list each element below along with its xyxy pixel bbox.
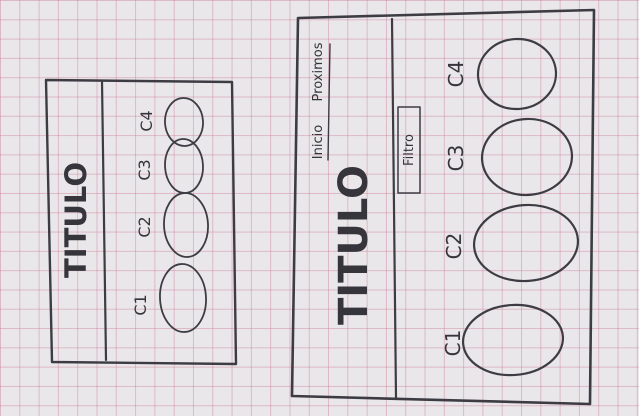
header-divider <box>390 17 398 400</box>
wireframe-sketch-small: TITULO C1 C2 C3 C4 <box>44 78 238 366</box>
wireframe-sketch-large: TITULO Inicio Proximos Filtro C1 C2 C3 C… <box>290 8 596 406</box>
card-c3: C3 <box>135 138 204 194</box>
card-label: C3 <box>444 145 468 172</box>
filter-label: Filtro <box>402 134 417 166</box>
card-c2: C2 <box>135 192 209 258</box>
card-c3: C3 <box>444 117 574 197</box>
frame-outline <box>44 78 238 366</box>
card-c4: C4 <box>444 37 558 111</box>
card-label: C1 <box>441 330 465 357</box>
filter-box[interactable]: Filtro <box>397 106 421 194</box>
card-label: C4 <box>137 110 156 131</box>
page-title: TITULO <box>331 165 377 325</box>
card-label: C2 <box>442 233 466 260</box>
page-title: TITULO <box>59 162 93 278</box>
card-label: C1 <box>131 294 150 315</box>
nav-item-inicio[interactable]: Inicio <box>311 125 326 159</box>
nav-item-proximos[interactable]: Proximos <box>311 42 326 101</box>
card-c1: C1 <box>441 303 565 377</box>
nav-underline <box>327 43 331 161</box>
nav-menu: Inicio Proximos <box>311 42 331 161</box>
card-label: C3 <box>135 159 154 180</box>
card-label: C2 <box>135 216 154 237</box>
card-c1: C1 <box>131 263 207 333</box>
card-c2: C2 <box>442 203 580 283</box>
card-label: C4 <box>444 61 468 88</box>
header-divider <box>100 79 108 362</box>
frame-outline <box>290 8 596 406</box>
card-c4: C4 <box>137 97 204 147</box>
